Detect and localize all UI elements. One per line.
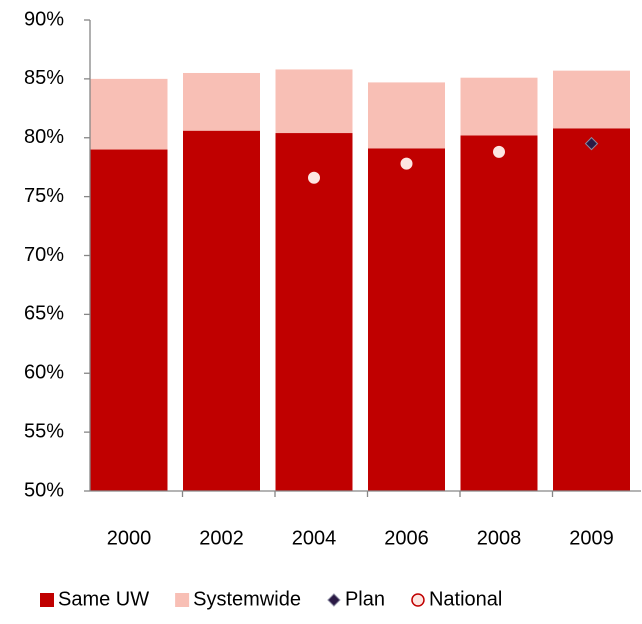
bar-segment [183,130,260,491]
legend-label: Plan [345,588,385,610]
bar-segment [275,133,353,492]
bar-segment [368,82,445,149]
y-tick-label: 70% [24,244,64,266]
legend-swatch [327,593,341,607]
bar-segment [90,149,168,491]
legend-swatch [40,593,54,607]
national-marker [308,171,320,184]
x-tick-label: 2006 [384,527,429,549]
bar-segment [553,128,630,491]
y-tick-label: 55% [24,420,64,442]
x-tick-label: 2002 [199,527,244,549]
bar-segment [368,148,445,491]
y-tick-label: 75% [24,185,64,207]
x-tick-label: 2004 [292,527,337,549]
y-tick-label: 85% [24,67,64,89]
national-marker [493,145,505,158]
bar-segment [90,78,168,150]
y-tick-label: 60% [24,362,64,384]
bar-segment [275,69,353,134]
legend-swatch [175,593,190,607]
x-tick-label: 2008 [477,527,522,549]
legend-label: Systemwide [193,588,301,610]
legend-swatch [411,593,425,607]
legend-label: National [429,588,502,610]
plan-marker [584,136,599,151]
y-tick-label: 90% [24,8,64,30]
y-tick-label: 50% [24,479,64,501]
bar-segment [553,70,630,129]
legend-label: Same UW [58,588,149,610]
national-marker [400,157,413,170]
y-tick-label: 80% [24,126,64,148]
x-tick-label: 2000 [107,527,152,549]
bar-segment [460,77,538,136]
y-tick-label: 65% [24,303,64,325]
bar-segment [183,72,260,131]
x-tick-label: 2009 [569,527,614,549]
bar-segment [460,135,538,491]
